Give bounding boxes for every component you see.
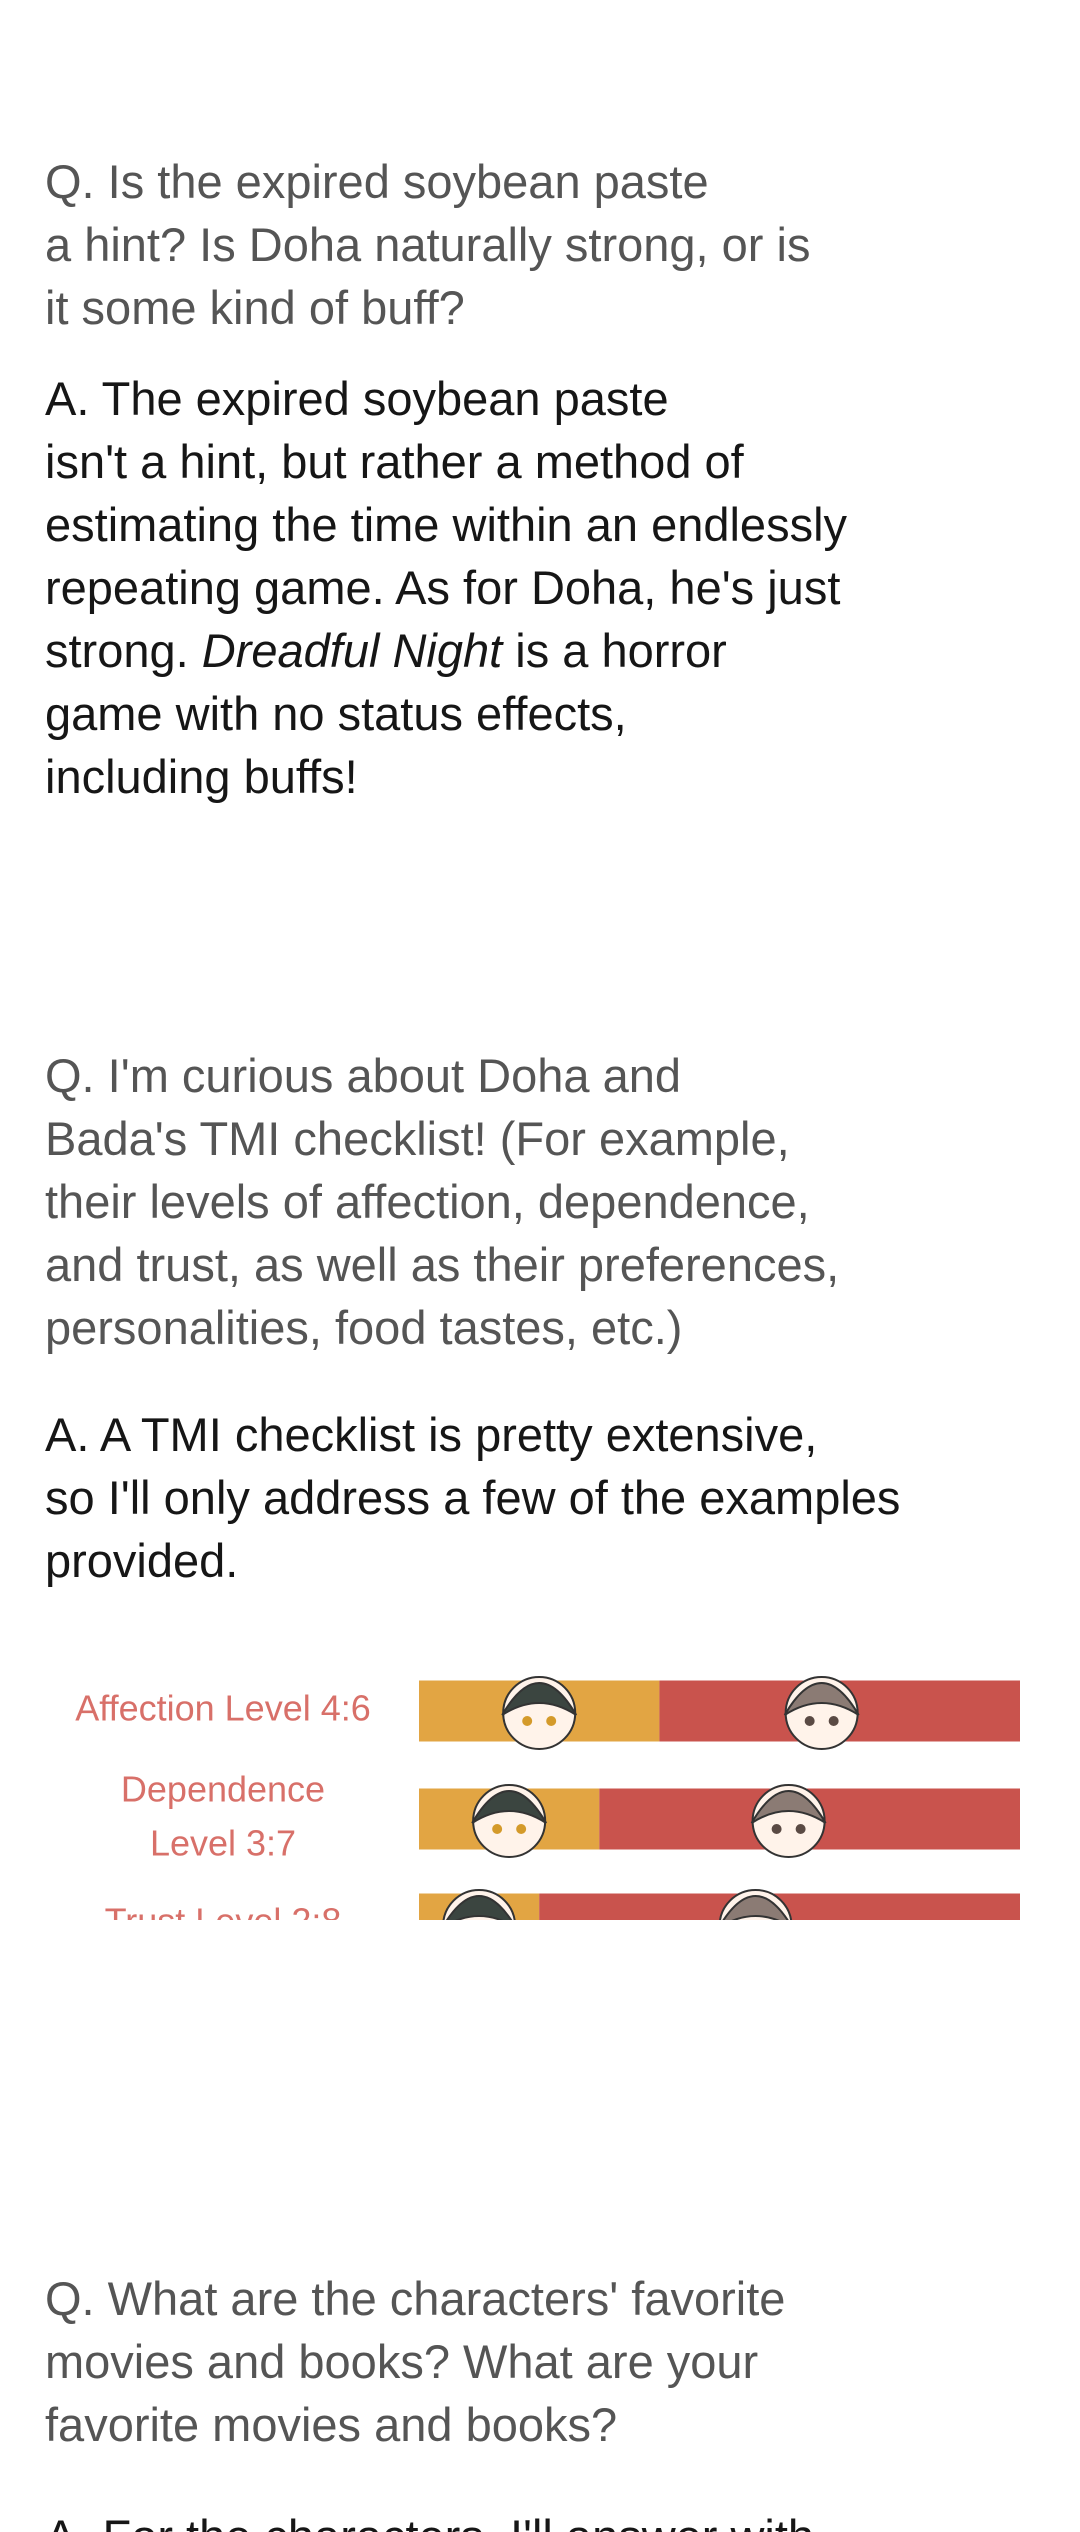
text-line: A. The expired soybean paste: [45, 372, 669, 425]
text-line: isn't a hint, but rather a method of: [45, 435, 744, 488]
text-line: repeating game. As for Doha, he's just: [45, 561, 841, 614]
text-line: personalities, food tastes, etc.): [45, 1301, 683, 1354]
avatar: [719, 1889, 793, 1920]
avatar: [501, 1676, 578, 1750]
avatar-eye: [828, 1716, 839, 1726]
text-line: it some kind of buff?: [45, 281, 465, 334]
bar-label: Affection Level 4:6: [75, 1688, 371, 1729]
ratio-chart: Affection Level 4:6 Dependence Level 3:7 Tr…: [75, 1676, 1020, 1920]
question: Q. Is the expired soybean paste a hint? I…: [45, 150, 810, 339]
avatar-hair: [750, 1790, 827, 1824]
text-line: game with no status effects,: [45, 687, 627, 740]
avatar-hair: [445, 1895, 513, 1920]
text-line: their levels of affection, dependence,: [45, 1175, 810, 1228]
answer: A. A TMI checklist is pretty extensive, s…: [45, 1403, 900, 1592]
avatar-hair: [783, 1682, 860, 1716]
avatar-eye: [771, 1824, 782, 1834]
avatar-hair: [471, 1790, 548, 1824]
question: Q. I'm curious about Doha and Bada's TMI …: [45, 1044, 839, 1359]
text-line: favorite movies and books?: [45, 2398, 618, 2451]
avatar: [471, 1784, 548, 1858]
bar-label: Level 3:7: [150, 1823, 296, 1864]
text-part: strong.: [45, 624, 202, 677]
text-line: movies and books? What are your: [45, 2335, 759, 2388]
avatar-hair: [722, 1895, 789, 1920]
text-line: provided.: [45, 1534, 239, 1587]
text-line: estimating the time within an endlessly: [45, 498, 848, 551]
question: Q. What are the characters' favorite movi…: [45, 2267, 785, 2456]
avatar-eye: [795, 1824, 806, 1834]
text-line: A. A TMI checklist is pretty extensive,: [45, 1408, 818, 1461]
avatar: [750, 1784, 827, 1858]
text-line: A. For the characters, I'll answer with: [45, 2505, 814, 2532]
avatar-eye: [804, 1716, 815, 1726]
avatar-eye: [546, 1716, 557, 1726]
text-line: so I'll only address a few of the exampl…: [45, 1471, 901, 1524]
avatar-eye: [492, 1824, 503, 1834]
text-part: is a horror: [502, 624, 727, 677]
text-line: Q. I'm curious about Doha and: [45, 1049, 681, 1102]
text-line: Q. What are the characters' favorite: [45, 2272, 786, 2325]
text-part: Dreadful Night: [201, 624, 503, 677]
answer: A. The expired soybean paste isn't a hint…: [45, 367, 847, 808]
bar-label: Dependence: [121, 1769, 325, 1810]
text-line: including buffs!: [45, 750, 358, 803]
avatar-hair: [501, 1682, 578, 1716]
text-line: Bada's TMI checklist! (For example,: [45, 1112, 790, 1165]
text-line: and trust, as well as their preferences,: [45, 1238, 840, 1291]
avatar-eye: [516, 1824, 527, 1834]
answer: A. For the characters, I'll answer with: [45, 2505, 814, 2532]
text-line: strong. Dreadful Night is a horror: [45, 619, 847, 682]
text-line: Q. Is the expired soybean paste: [45, 155, 709, 208]
avatar: [442, 1889, 516, 1920]
avatar-eye: [522, 1716, 533, 1726]
avatar: [783, 1676, 860, 1750]
text-line: a hint? Is Doha naturally strong, or is: [45, 218, 811, 271]
bar-label: Trust Level 2:8: [105, 1901, 342, 1920]
